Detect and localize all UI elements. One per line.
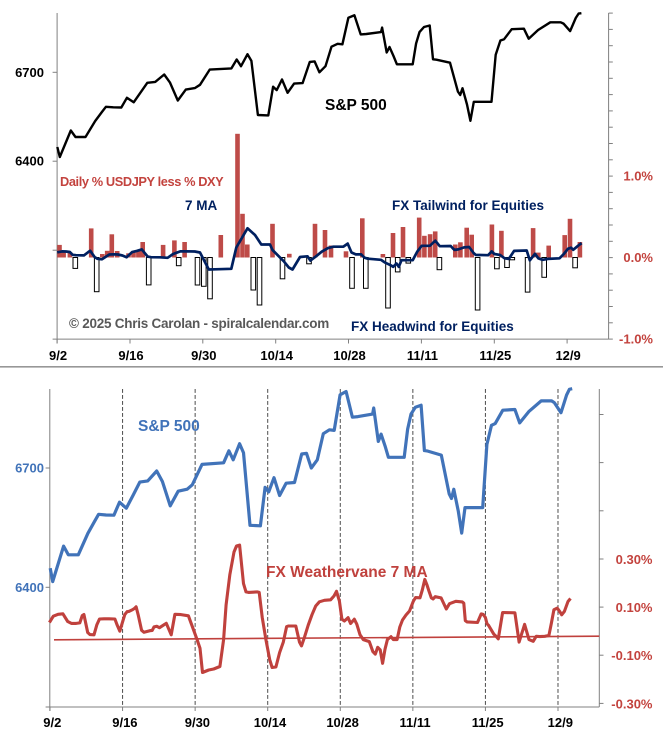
svg-text:© 2025 Chris Carolan - spiralc: © 2025 Chris Carolan - spiralcalendar.co…	[69, 316, 329, 331]
svg-text:0.30%: 0.30%	[616, 552, 653, 567]
svg-text:1.0%: 1.0%	[623, 169, 653, 184]
svg-text:FX Weathervane 7 MA: FX Weathervane 7 MA	[266, 564, 428, 581]
svg-text:11/25: 11/25	[472, 715, 504, 730]
svg-text:11/11: 11/11	[400, 715, 431, 730]
svg-text:FX Headwind for Equities: FX Headwind for Equities	[351, 319, 514, 334]
svg-text:-0.10%: -0.10%	[611, 648, 653, 663]
svg-text:11/25: 11/25	[479, 348, 511, 363]
svg-text:9/30: 9/30	[191, 348, 216, 363]
svg-text:0.0%: 0.0%	[623, 250, 653, 265]
svg-text:10/14: 10/14	[254, 715, 287, 730]
svg-text:FX Tailwind for Equities: FX Tailwind for Equities	[392, 198, 544, 213]
svg-text:10/28: 10/28	[326, 715, 359, 730]
svg-text:9/2: 9/2	[49, 348, 67, 363]
svg-text:6400: 6400	[15, 580, 44, 595]
svg-text:S&P 500: S&P 500	[325, 97, 387, 114]
svg-text:10/28: 10/28	[333, 348, 366, 363]
svg-text:9/2: 9/2	[43, 715, 61, 730]
svg-text:6700: 6700	[15, 461, 44, 476]
svg-text:9/30: 9/30	[185, 715, 210, 730]
svg-text:-1.0%: -1.0%	[619, 332, 653, 347]
svg-text:12/9: 12/9	[555, 348, 580, 363]
svg-text:9/16: 9/16	[118, 348, 143, 363]
svg-text:Daily % USDJPY less % DXY: Daily % USDJPY less % DXY	[60, 174, 224, 189]
svg-text:6700: 6700	[15, 65, 44, 80]
svg-text:S&P 500: S&P 500	[138, 418, 200, 435]
svg-text:7 MA: 7 MA	[185, 198, 218, 213]
svg-text:9/16: 9/16	[112, 715, 137, 730]
svg-text:11/11: 11/11	[407, 348, 438, 363]
svg-text:0.10%: 0.10%	[616, 600, 653, 615]
svg-text:-0.30%: -0.30%	[611, 696, 653, 711]
svg-text:10/14: 10/14	[260, 348, 293, 363]
svg-text:12/9: 12/9	[548, 715, 573, 730]
svg-text:6400: 6400	[15, 154, 44, 169]
